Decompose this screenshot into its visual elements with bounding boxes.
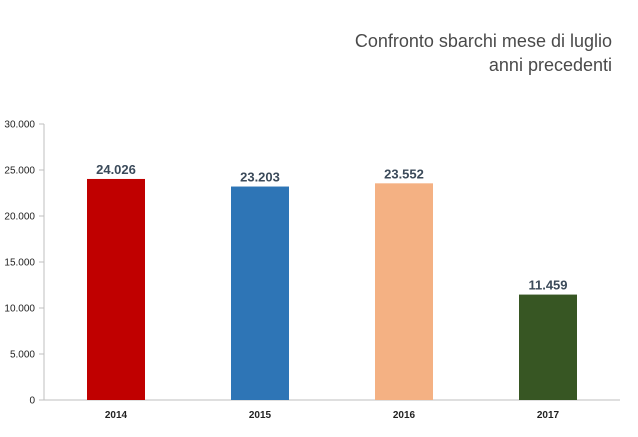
category-label-2015: 2015 (249, 410, 272, 421)
category-label-2016: 2016 (393, 410, 416, 421)
data-label-2016: 23.552 (384, 166, 424, 181)
bar-2014 (87, 178, 145, 400)
data-label-2015: 23.203 (240, 170, 280, 185)
data-label-2014: 24.026 (96, 162, 136, 177)
y-tick-label: 30.000 (4, 120, 35, 131)
y-tick-label: 5.000 (10, 350, 35, 361)
bar-2016 (375, 183, 433, 400)
y-tick-label: 10.000 (4, 304, 35, 315)
bar-2015 (231, 186, 289, 400)
y-tick-label: 15.000 (4, 258, 35, 269)
chart-title-line-1: Confronto sbarchi mese di luglio (354, 31, 612, 51)
category-label-2014: 2014 (105, 410, 128, 421)
data-label-2017: 11.459 (528, 278, 567, 293)
y-tick-label: 25.000 (4, 166, 35, 177)
y-tick-label: 20.000 (4, 212, 35, 223)
chart-title-line-2: anni precedenti (488, 55, 612, 75)
y-tick-label: 0 (29, 396, 35, 407)
chart-title: Confronto sbarchi mese di luglio anni pr… (355, 29, 612, 77)
category-label-2017: 2017 (537, 410, 560, 421)
bar-2017 (519, 294, 577, 400)
